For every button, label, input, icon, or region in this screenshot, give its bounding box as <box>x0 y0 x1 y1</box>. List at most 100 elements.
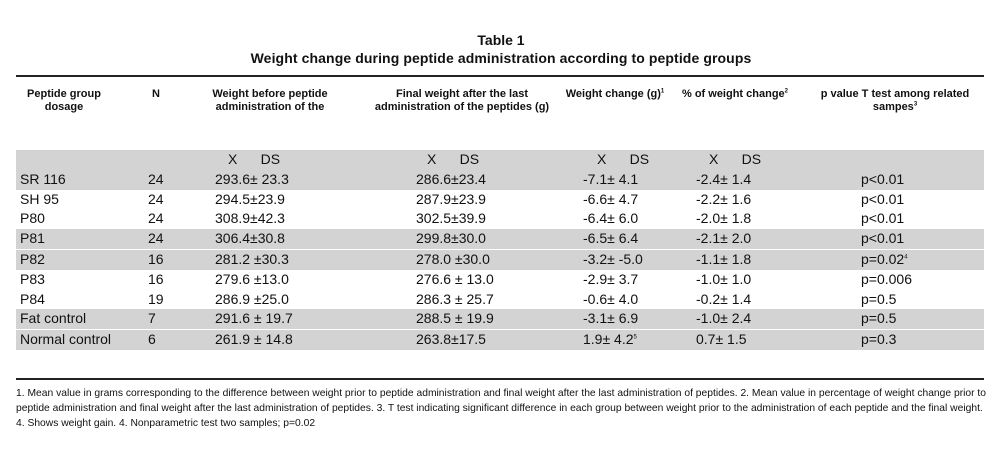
cell-p-text: p<0.01 <box>861 190 905 207</box>
cell-before-text: 294.5±23.9 <box>215 190 285 207</box>
table-number: Table 1 <box>477 32 525 48</box>
cell-change-text: -2.9± 3.7 <box>583 270 639 287</box>
cell-after: 287.9±23.9 <box>416 190 486 210</box>
cell-change: -7.1± 4.1 <box>583 170 638 190</box>
cell-p-text: p=0.5 <box>861 290 897 307</box>
cell-after-text: 287.9±23.9 <box>416 190 486 207</box>
cell-group-text: P81 <box>20 230 45 247</box>
cell-after-text: 288.5 ± 19.9 <box>416 310 494 327</box>
cell-group: P84 <box>20 290 45 310</box>
cell-n-text: 24 <box>148 210 164 227</box>
table-row: SH 95 24 294.5±23.9 287.9±23.9 -6.6± 4.7 -2.2… <box>16 190 984 210</box>
table-row: P81 24 306.4±30.8 299.8±30.0 -6.5± 6.4 -2.1± … <box>16 229 984 249</box>
cell-change-text: -6.4± 6.0 <box>583 210 639 227</box>
cell-after: 299.8±30.0 <box>416 229 486 249</box>
cell-before: 291.6 ± 19.7 <box>215 309 293 329</box>
table-title: Table 1 Weight change during peptide adm… <box>0 31 1002 67</box>
cell-n-text: 7 <box>148 310 156 327</box>
cell-group-text: P84 <box>20 290 45 307</box>
cell-change-text: 1.9± 4.2 <box>583 331 634 348</box>
cell-pct: -2.1± 2.0 <box>696 229 751 249</box>
cell-pct-text: -1.0± 2.4 <box>696 310 752 327</box>
cell-after-text: 286.6±23.4 <box>416 170 486 187</box>
cell-change: -0.6± 4.0 <box>583 290 638 310</box>
cell-pct: -0.2± 1.4 <box>696 290 751 310</box>
header-weight-before: Weight before peptide administration of … <box>212 88 328 113</box>
cell-n-text: 16 <box>148 250 164 267</box>
subheader-after: X DS <box>427 151 480 167</box>
cell-n: 24 <box>148 170 164 190</box>
cell-change: -6.6± 4.7 <box>583 190 638 210</box>
header-pct-change: % of weight change2 <box>680 88 790 101</box>
cell-p: p=0.3 <box>861 330 896 350</box>
cell-change-text: -6.6± 4.7 <box>583 190 639 207</box>
cell-p: p<0.01 <box>861 190 904 210</box>
cell-n: 24 <box>148 209 164 229</box>
cell-before-text: 306.4±30.8 <box>215 230 285 247</box>
cell-group: SH 95 <box>20 190 59 210</box>
cell-change: -3.1± 6.9 <box>583 309 638 329</box>
cell-before: 294.5±23.9 <box>215 190 285 210</box>
cell-group-text: Fat control <box>20 310 87 327</box>
table-footnote: 1. Mean value in grams corresponding to … <box>16 388 987 430</box>
table-body: X DS X DS X DS X DS SR 116 24 293.6± 23.3 2… <box>16 150 984 350</box>
cell-before: 286.9 ±25.0 <box>215 290 289 310</box>
cell-n: 16 <box>148 250 164 270</box>
cell-group-text: P82 <box>20 250 45 267</box>
cell-change-text: -0.6± 4.0 <box>583 290 639 307</box>
cell-after: 286.3 ± 25.7 <box>416 290 494 310</box>
bottom-rule <box>16 378 984 380</box>
header-group: Peptide group dosage <box>27 88 101 113</box>
cell-pct-text: -2.4± 1.4 <box>696 170 752 187</box>
cell-after: 278.0 ±30.0 <box>416 250 490 270</box>
cell-group: P80 <box>20 209 45 229</box>
cell-after: 276.6 ± 13.0 <box>416 270 494 290</box>
cell-group: SR 116 <box>20 170 66 190</box>
cell-after-text: 299.8±30.0 <box>416 230 486 247</box>
cell-change: -3.2± -5.0 <box>583 250 643 270</box>
cell-p: p<0.01 <box>861 170 904 190</box>
cell-pct: -1.1± 1.8 <box>696 250 751 270</box>
data-rows: SR 116 24 293.6± 23.3 286.6±23.4 -7.1± 4.1 -2… <box>16 169 984 350</box>
cell-n-text: 19 <box>148 290 164 307</box>
subheader-change: X DS <box>597 151 650 167</box>
cell-p-text: p=0.006 <box>861 270 912 287</box>
cell-pct: -2.2± 1.6 <box>696 190 751 210</box>
table-row: Normal control 6 261.9 ± 14.8 263.8±17.5 1.9… <box>16 329 984 350</box>
cell-n: 6 <box>148 330 156 350</box>
cell-group: P81 <box>20 229 45 249</box>
cell-before-text: 261.9 ± 14.8 <box>215 331 293 348</box>
cell-change: -2.9± 3.7 <box>583 270 638 290</box>
table-row: P84 19 286.9 ±25.0 286.3 ± 25.7 -0.6± 4.0 -0.… <box>16 290 984 310</box>
cell-p: p<0.01 <box>861 209 904 229</box>
cell-p-text: p<0.01 <box>861 170 905 187</box>
cell-group-text: SH 95 <box>20 190 59 207</box>
cell-change-text: -3.2± -5.0 <box>583 250 643 267</box>
table-row: P83 16 279.6 ±13.0 276.6 ± 13.0 -2.9± 3.7 -1.… <box>16 270 984 290</box>
cell-before: 306.4±30.8 <box>215 229 285 249</box>
cell-after: 288.5 ± 19.9 <box>416 309 494 329</box>
cell-n-text: 24 <box>148 230 164 247</box>
cell-group: Normal control <box>20 330 111 350</box>
cell-change: 1.9± 4.25 <box>583 330 637 350</box>
cell-change: -6.4± 6.0 <box>583 209 638 229</box>
cell-p: p=0.5 <box>861 290 896 310</box>
cell-p: p<0.01 <box>861 229 904 249</box>
cell-n-text: 24 <box>148 190 164 207</box>
header-pct-change-text: % of weight change <box>681 88 785 100</box>
cell-pct: 0.7± 1.5 <box>696 330 747 350</box>
header-p-value-text: p value T test among related sampes <box>820 88 970 113</box>
cell-p: p=0.024 <box>861 250 908 270</box>
cell-pct-text: -1.0± 1.0 <box>696 270 752 287</box>
subheader-before: X DS <box>228 151 281 167</box>
cell-change-sup: 5 <box>633 334 637 341</box>
cell-after: 263.8±17.5 <box>416 330 486 350</box>
cell-before-text: 293.6± 23.3 <box>215 170 289 187</box>
header-final-weight: Final weight after the last administrati… <box>374 88 550 113</box>
subheader-pct: X DS <box>709 151 762 167</box>
header-weight-change: Weight change (g)1 <box>560 88 670 101</box>
table-row: P82 16 281.2 ±30.3 278.0 ±30.0 -3.2± -5.0 -1.… <box>16 248 984 270</box>
cell-after-text: 286.3 ± 25.7 <box>416 290 494 307</box>
cell-group: Fat control <box>20 309 86 329</box>
cell-p: p=0.006 <box>861 270 912 290</box>
